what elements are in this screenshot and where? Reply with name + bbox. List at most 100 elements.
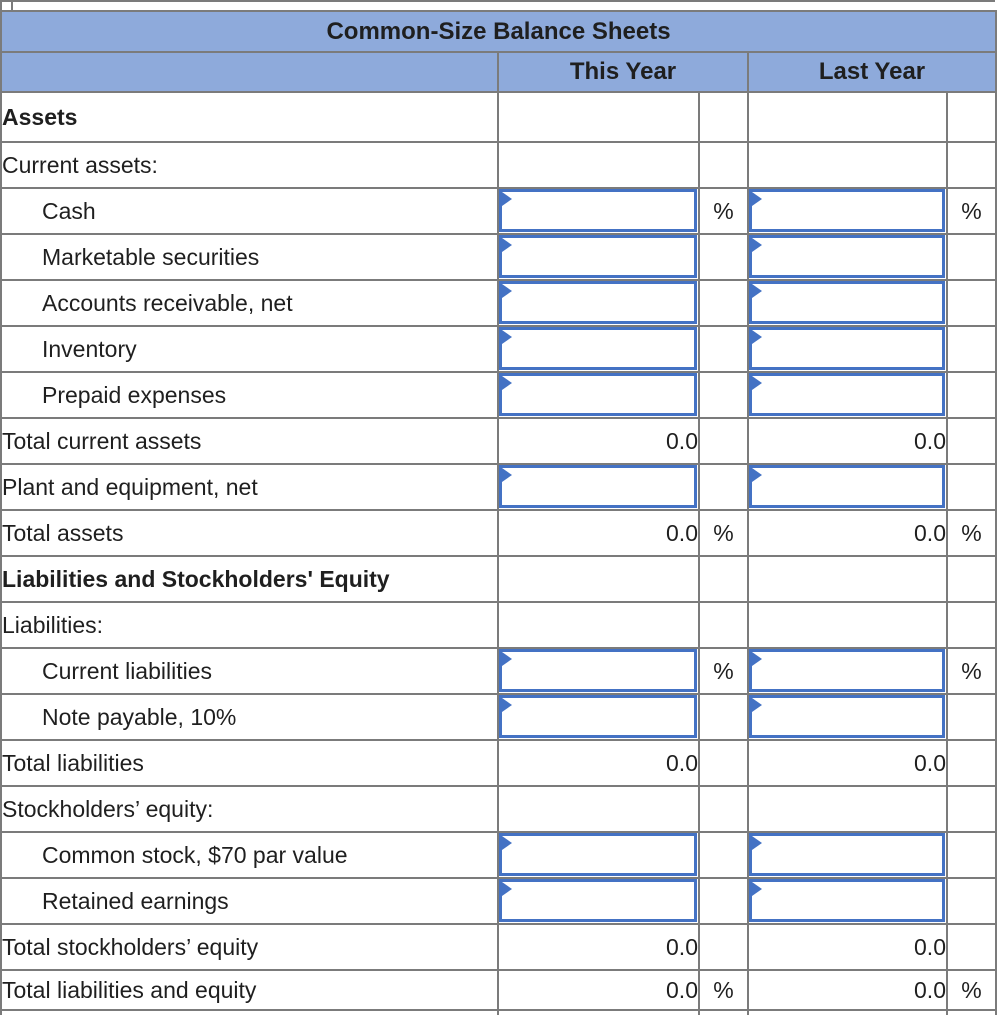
stockholders-equity-label: Stockholders’ equity: xyxy=(0,785,499,833)
row-total-stockholders-equity: Total stockholders’ equity 0.0 0.0 xyxy=(0,923,998,971)
total-stockholders-equity-last-year-percent xyxy=(945,923,998,971)
row-retained-earnings: Retained earnings xyxy=(0,877,998,925)
marketable-securities-this-year-input[interactable] xyxy=(500,236,697,278)
liabilities-and-stockholders-equity-section-last-year-cell xyxy=(747,555,948,603)
cash-last-year-input[interactable] xyxy=(750,190,945,232)
note-payable-10pct-this-year-input[interactable] xyxy=(500,696,697,738)
retained-earnings-last-year-percent xyxy=(945,877,998,925)
input-flag-icon xyxy=(502,698,512,712)
prepaid-expenses-this-year-percent xyxy=(698,371,749,419)
current-assets-this-year-cell xyxy=(497,141,700,189)
plant-and-equipment-net-this-year-cell xyxy=(497,463,700,511)
bottom-edge-strip-cell xyxy=(747,1010,948,1015)
note-payable-10pct-last-year-input[interactable] xyxy=(750,696,945,738)
note-payable-10pct-this-year-cell xyxy=(497,693,700,741)
marketable-securities-label: Marketable securities xyxy=(0,233,499,281)
total-liabilities-this-year-value: 0.0 xyxy=(666,749,698,776)
total-current-assets-last-year-cell: 0.0 xyxy=(747,417,948,465)
liabilities-last-year-percent xyxy=(945,601,998,649)
stockholders-equity-this-year-percent xyxy=(698,785,749,833)
current-assets-this-year-percent xyxy=(698,141,749,189)
row-total-liabilities: Total liabilities 0.0 0.0 xyxy=(0,739,998,787)
plant-and-equipment-net-last-year-cell xyxy=(747,463,948,511)
input-flag-icon xyxy=(752,192,762,206)
input-flag-icon xyxy=(502,376,512,390)
current-liabilities-last-year-percent: % xyxy=(945,647,998,695)
common-stock-70-par-this-year-cell xyxy=(497,831,700,879)
total-current-assets-this-year-percent xyxy=(698,417,749,465)
inventory-last-year-cell xyxy=(747,325,948,373)
total-liabilities-this-year-cell: 0.0 xyxy=(497,739,700,787)
balance-sheet-body: Assets Current assets: Cash%% Marketable se… xyxy=(0,91,998,1015)
row-inventory: Inventory xyxy=(0,325,998,373)
input-flag-icon xyxy=(502,330,512,344)
total-current-assets-last-year-percent xyxy=(945,417,998,465)
total-current-assets-last-year-value: 0.0 xyxy=(914,427,946,454)
input-flag-icon xyxy=(502,284,512,298)
total-liabilities-label: Total liabilities xyxy=(0,739,499,787)
current-liabilities-last-year-input[interactable] xyxy=(750,650,945,692)
input-flag-icon xyxy=(502,882,512,896)
accounts-receivable-net-this-year-cell xyxy=(497,279,700,327)
inventory-this-year-input[interactable] xyxy=(500,328,697,370)
plant-and-equipment-net-label: Plant and equipment, net xyxy=(0,463,499,511)
row-current-assets: Current assets: xyxy=(0,141,998,189)
column-header-row: This Year Last Year xyxy=(0,51,998,93)
column-header-spacer xyxy=(0,51,499,93)
accounts-receivable-net-this-year-input[interactable] xyxy=(500,282,697,324)
row-stockholders-equity: Stockholders’ equity: xyxy=(0,785,998,833)
retained-earnings-this-year-percent xyxy=(698,877,749,925)
total-liabilities-and-equity-last-year-percent: % xyxy=(945,969,998,1011)
retained-earnings-last-year-input[interactable] xyxy=(750,880,945,922)
input-flag-icon xyxy=(752,330,762,344)
common-stock-70-par-last-year-input[interactable] xyxy=(750,834,945,876)
total-liabilities-and-equity-last-year-value: 0.0 xyxy=(914,976,946,1003)
total-liabilities-and-equity-last-year-cell: 0.0 xyxy=(747,969,948,1011)
prepaid-expenses-this-year-input[interactable] xyxy=(500,374,697,416)
row-note-payable-10pct: Note payable, 10% xyxy=(0,693,998,741)
input-flag-icon xyxy=(502,192,512,206)
row-liabilities: Liabilities: xyxy=(0,601,998,649)
plant-and-equipment-net-last-year-percent xyxy=(945,463,998,511)
common-stock-70-par-label: Common stock, $70 par value xyxy=(0,831,499,879)
liabilities-last-year-cell xyxy=(747,601,948,649)
row-current-liabilities: Current liabilities%% xyxy=(0,647,998,695)
prepaid-expenses-label: Prepaid expenses xyxy=(0,371,499,419)
input-flag-icon xyxy=(502,238,512,252)
table-title: Common-Size Balance Sheets xyxy=(0,10,998,53)
prepaid-expenses-last-year-input[interactable] xyxy=(750,374,945,416)
plant-and-equipment-net-this-year-input[interactable] xyxy=(500,466,697,508)
prepaid-expenses-last-year-percent xyxy=(945,371,998,419)
common-stock-70-par-last-year-cell xyxy=(747,831,948,879)
accounts-receivable-net-last-year-input[interactable] xyxy=(750,282,945,324)
input-flag-icon xyxy=(752,238,762,252)
total-stockholders-equity-this-year-value: 0.0 xyxy=(666,933,698,960)
total-stockholders-equity-label: Total stockholders’ equity xyxy=(0,923,499,971)
marketable-securities-last-year-input[interactable] xyxy=(750,236,945,278)
input-flag-icon xyxy=(502,652,512,666)
current-liabilities-label: Current liabilities xyxy=(0,647,499,695)
cash-this-year-input[interactable] xyxy=(500,190,697,232)
total-assets-label: Total assets xyxy=(0,509,499,557)
input-flag-icon xyxy=(752,284,762,298)
plant-and-equipment-net-last-year-input[interactable] xyxy=(750,466,945,508)
marketable-securities-last-year-percent xyxy=(945,233,998,281)
row-plant-and-equipment-net: Plant and equipment, net xyxy=(0,463,998,511)
plant-and-equipment-net-this-year-percent xyxy=(698,463,749,511)
column-header-this-year: This Year xyxy=(497,51,749,93)
row-cash: Cash%% xyxy=(0,187,998,235)
current-liabilities-this-year-input[interactable] xyxy=(500,650,697,692)
assets-section-this-year-percent xyxy=(698,91,749,143)
inventory-last-year-input[interactable] xyxy=(750,328,945,370)
assets-section-label: Assets xyxy=(0,91,499,143)
prepaid-expenses-this-year-cell xyxy=(497,371,700,419)
total-assets-this-year-value: 0.0 xyxy=(666,519,698,546)
prepaid-expenses-last-year-cell xyxy=(747,371,948,419)
liabilities-this-year-cell xyxy=(497,601,700,649)
retained-earnings-this-year-input[interactable] xyxy=(500,880,697,922)
bottom-edge-strip-cell xyxy=(698,1010,749,1015)
common-stock-70-par-this-year-input[interactable] xyxy=(500,834,697,876)
note-payable-10pct-label: Note payable, 10% xyxy=(0,693,499,741)
top-edge-strip xyxy=(0,0,995,10)
